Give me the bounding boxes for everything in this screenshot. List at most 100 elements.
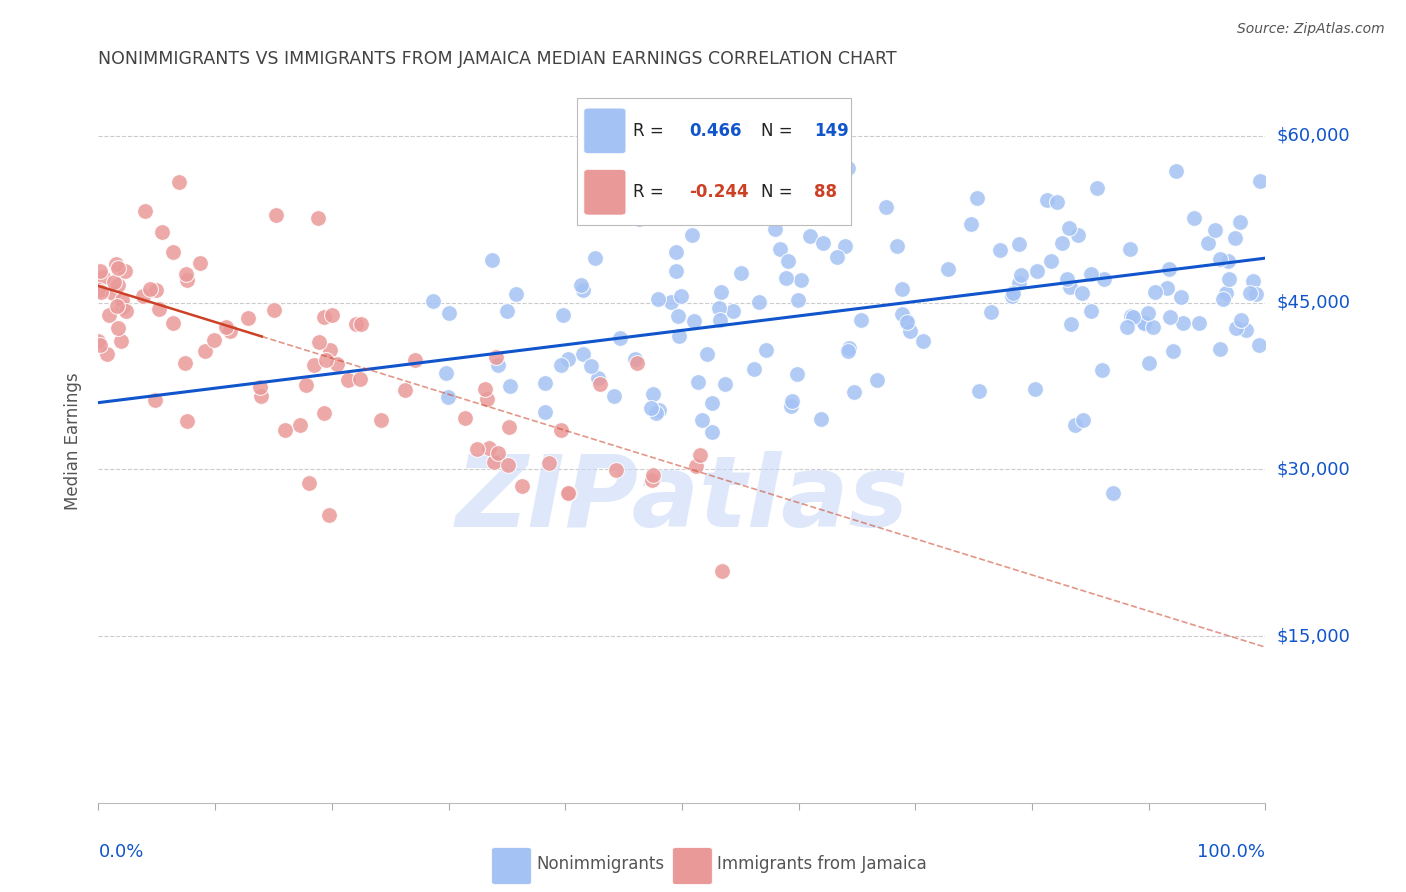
Point bbox=[936, 262, 959, 277]
Point bbox=[350, 318, 373, 332]
Point bbox=[966, 191, 988, 205]
Point bbox=[111, 293, 134, 308]
Text: 149: 149 bbox=[814, 122, 849, 140]
Point bbox=[337, 373, 360, 387]
Point bbox=[294, 377, 316, 392]
Point bbox=[960, 217, 983, 231]
Point bbox=[700, 396, 723, 410]
Point bbox=[174, 267, 197, 281]
Point bbox=[188, 256, 211, 270]
Point bbox=[648, 403, 671, 417]
Point bbox=[486, 359, 509, 373]
FancyBboxPatch shape bbox=[672, 847, 713, 885]
Point bbox=[499, 379, 522, 393]
Point bbox=[1071, 412, 1094, 426]
Point bbox=[886, 238, 908, 252]
Point bbox=[668, 329, 690, 343]
Point bbox=[710, 153, 733, 167]
Point bbox=[681, 227, 703, 242]
Point bbox=[91, 270, 114, 285]
Point bbox=[713, 376, 735, 391]
Point bbox=[1010, 268, 1032, 282]
Point bbox=[811, 236, 834, 251]
Point bbox=[394, 384, 416, 398]
Point bbox=[150, 225, 173, 239]
Point bbox=[1092, 272, 1115, 286]
Point bbox=[744, 361, 766, 376]
Y-axis label: Median Earnings: Median Earnings bbox=[65, 373, 83, 510]
Point bbox=[1102, 485, 1125, 500]
Point bbox=[87, 334, 110, 349]
Point bbox=[318, 508, 340, 522]
Point bbox=[434, 366, 457, 380]
Point bbox=[1225, 320, 1247, 334]
Point bbox=[315, 352, 337, 367]
Point bbox=[194, 343, 217, 358]
Text: ZIPatlas: ZIPatlas bbox=[456, 450, 908, 548]
Text: N =: N = bbox=[761, 183, 799, 202]
Point bbox=[690, 413, 713, 427]
Point bbox=[837, 161, 859, 176]
FancyBboxPatch shape bbox=[492, 847, 531, 885]
Point bbox=[288, 417, 311, 432]
Point bbox=[810, 411, 832, 425]
Point bbox=[1225, 231, 1247, 245]
Point bbox=[1234, 323, 1257, 337]
Point bbox=[404, 353, 426, 368]
Point bbox=[505, 287, 527, 301]
Point bbox=[538, 456, 561, 470]
Text: $60,000: $60,000 bbox=[1277, 127, 1350, 145]
Point bbox=[1188, 316, 1211, 330]
Point bbox=[723, 303, 745, 318]
Point bbox=[481, 253, 503, 268]
Text: N =: N = bbox=[761, 122, 799, 140]
Point bbox=[176, 414, 198, 428]
Point bbox=[370, 413, 392, 427]
Point bbox=[569, 277, 592, 292]
Point bbox=[603, 389, 626, 403]
Point bbox=[571, 346, 593, 360]
Point bbox=[297, 475, 319, 490]
Point bbox=[321, 308, 343, 322]
Point bbox=[110, 334, 132, 348]
Point bbox=[837, 343, 859, 358]
Point bbox=[1085, 181, 1108, 195]
Text: 0.0%: 0.0% bbox=[98, 843, 143, 861]
Point bbox=[669, 289, 692, 303]
Point bbox=[686, 375, 709, 389]
Point bbox=[641, 473, 664, 487]
Point bbox=[1171, 316, 1194, 330]
Point bbox=[778, 253, 800, 268]
Point bbox=[1039, 254, 1062, 268]
Point bbox=[89, 264, 111, 278]
FancyBboxPatch shape bbox=[576, 98, 851, 225]
Point bbox=[789, 273, 811, 287]
Point bbox=[866, 373, 889, 387]
Point bbox=[111, 300, 134, 314]
Point bbox=[249, 380, 271, 394]
Point bbox=[838, 342, 860, 356]
Point bbox=[162, 244, 184, 259]
Point bbox=[326, 358, 349, 372]
Point bbox=[97, 308, 120, 322]
Point bbox=[169, 175, 191, 189]
Point bbox=[586, 371, 609, 385]
Point bbox=[132, 289, 155, 303]
Point bbox=[302, 358, 325, 372]
Point bbox=[1229, 215, 1251, 229]
Point bbox=[1216, 253, 1239, 268]
Point bbox=[134, 204, 156, 219]
Point bbox=[685, 459, 707, 474]
Point bbox=[875, 200, 897, 214]
Point bbox=[214, 319, 236, 334]
Point bbox=[1046, 195, 1069, 210]
Point bbox=[1208, 252, 1230, 266]
Point bbox=[775, 271, 797, 285]
Point bbox=[1026, 263, 1049, 277]
Point bbox=[709, 312, 731, 326]
Point bbox=[87, 284, 110, 298]
Point bbox=[1057, 221, 1080, 235]
Point bbox=[707, 301, 730, 315]
Point bbox=[683, 313, 706, 327]
Point bbox=[1163, 344, 1185, 359]
